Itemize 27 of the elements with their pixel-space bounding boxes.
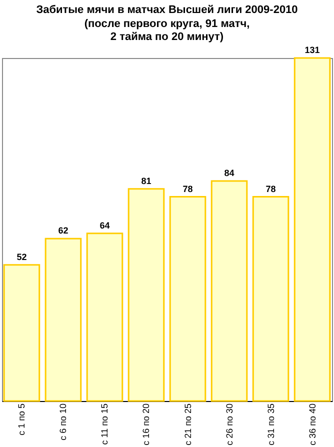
x-tick-label: с 1 по 5 — [16, 404, 27, 436]
x-tick-label: с 21 по 25 — [182, 404, 193, 446]
data-label: 81 — [141, 176, 152, 186]
data-label: 78 — [182, 184, 193, 194]
x-tick-label: с 6 по 10 — [58, 404, 68, 440]
data-label: 62 — [58, 226, 68, 236]
data-label: 131 — [304, 45, 320, 55]
bar — [252, 196, 290, 402]
chart-title: Забитые мячи в матчах Высшей лиги 2009-2010 — [36, 4, 298, 16]
bar — [128, 188, 165, 402]
bar — [44, 238, 82, 402]
data-label: 64 — [100, 220, 110, 230]
x-tick-label: с 31 по 35 — [266, 404, 276, 446]
text: (после первого круга, 91 матч, — [84, 18, 250, 30]
data-label: 52 — [16, 252, 27, 262]
bar — [86, 232, 124, 402]
x-tick-label: с 11 по 15 — [100, 404, 110, 445]
data-label: 78 — [266, 184, 276, 194]
bar — [294, 57, 331, 402]
x-tick-label: с 16 по 20 — [141, 404, 152, 446]
data-label: 84 — [224, 168, 234, 178]
text: 2 тайма по 20 минут) — [110, 31, 224, 43]
x-tick-label: с 36 по 40 — [307, 404, 318, 446]
bar — [3, 264, 40, 402]
bar — [210, 180, 248, 402]
x-tick-label: с 26 по 30 — [224, 404, 234, 446]
bar — [169, 196, 206, 402]
